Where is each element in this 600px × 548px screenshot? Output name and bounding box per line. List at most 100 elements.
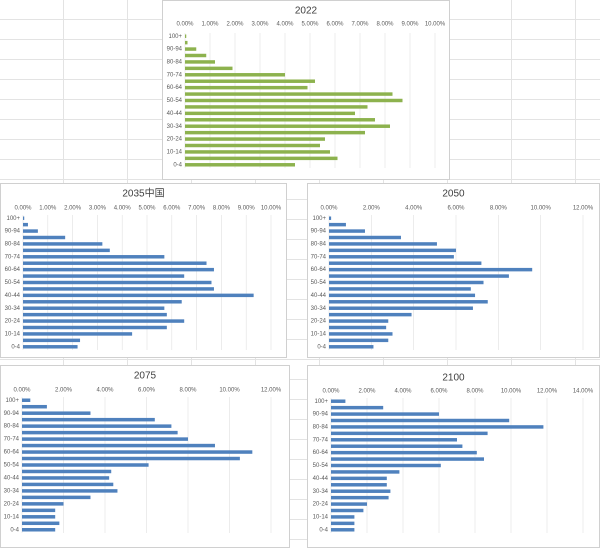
x-tick-label: 2.00%: [64, 206, 82, 212]
y-tick-label: 50-54: [167, 98, 183, 104]
chart-title: 2100: [442, 373, 465, 384]
x-tick-label: 10.00%: [501, 389, 522, 395]
x-tick-label: 8.00%: [490, 206, 508, 212]
bar: [329, 287, 471, 291]
x-tick-label: 2.00%: [55, 388, 73, 394]
chart-title: 2075: [134, 371, 157, 382]
bar: [23, 300, 182, 304]
bar: [331, 425, 544, 429]
bar: [329, 216, 332, 220]
y-tick-label: 90-94: [167, 47, 183, 53]
x-tick-label: 12.00%: [537, 389, 558, 395]
y-tick-label: 30-34: [4, 488, 20, 494]
y-tick-label: 30-34: [311, 306, 327, 312]
bar: [329, 319, 389, 323]
bar: [23, 255, 165, 259]
bar: [22, 456, 240, 461]
bar: [185, 163, 295, 167]
y-tick-label: 0-4: [319, 527, 328, 533]
y-tick-label: 100+: [314, 399, 328, 405]
bar: [23, 216, 25, 220]
x-tick-label: 8.00%: [179, 388, 197, 394]
bar: [22, 528, 56, 532]
x-tick-label: 0.00%: [176, 22, 194, 28]
bar: [22, 495, 91, 500]
bar: [331, 463, 441, 468]
bar: [22, 443, 215, 448]
bar: [331, 495, 389, 500]
bar: [185, 85, 308, 90]
x-tick-label: 1.00%: [39, 206, 57, 212]
x-tick-label: 2.00%: [363, 206, 381, 212]
y-tick-label: 50-54: [313, 463, 329, 469]
bar: [329, 255, 454, 259]
y-tick-label: 70-74: [5, 254, 21, 260]
bar: [22, 398, 31, 402]
bar: [331, 412, 439, 416]
y-tick-label: 20-24: [167, 137, 183, 143]
y-tick-label: 40-44: [167, 111, 183, 117]
y-tick-label: 50-54: [5, 280, 21, 286]
x-tick-label: 1.00%: [201, 22, 219, 28]
y-tick-label: 60-64: [313, 450, 329, 456]
chart-box: [307, 365, 600, 548]
bar: [23, 222, 28, 227]
bar: [185, 53, 207, 58]
bar: [22, 450, 253, 454]
x-tick-label: 6.00%: [138, 388, 156, 394]
bar: [185, 156, 338, 161]
y-tick-label: 80-84: [167, 60, 183, 66]
chart-title: 2022: [295, 6, 318, 17]
x-tick-label: 0.00%: [322, 389, 340, 395]
bar: [22, 515, 56, 519]
y-tick-label: 90-94: [4, 411, 20, 417]
bar: [331, 438, 457, 442]
x-tick-label: 6.00%: [447, 206, 465, 212]
bar: [22, 489, 118, 493]
y-tick-label: 80-84: [311, 242, 327, 248]
bar: [329, 338, 389, 343]
x-tick-label: 12.00%: [261, 388, 282, 394]
bar: [329, 345, 374, 349]
y-tick-label: 10-14: [167, 150, 183, 156]
x-tick-label: 6.00%: [163, 206, 181, 212]
y-tick-label: 30-34: [167, 124, 183, 130]
bar: [185, 34, 187, 38]
bar: [331, 528, 355, 532]
y-tick-label: 10-14: [5, 332, 21, 338]
bar: [22, 404, 47, 409]
y-tick-label: 10-14: [311, 332, 327, 338]
bar: [185, 111, 355, 116]
x-tick-label: 7.00%: [188, 206, 206, 212]
bar: [23, 287, 214, 291]
x-tick-label: 2.00%: [358, 389, 376, 395]
bar: [331, 457, 484, 461]
bar: [331, 515, 355, 519]
y-tick-label: 0-4: [317, 344, 326, 350]
bar: [329, 332, 393, 336]
x-tick-label: 7.00%: [351, 22, 369, 28]
bar: [331, 444, 463, 448]
x-tick-label: 4.00%: [114, 206, 132, 212]
bar: [23, 229, 38, 233]
y-tick-label: 40-44: [5, 293, 21, 299]
bar: [329, 312, 412, 317]
bar: [185, 143, 320, 148]
y-tick-label: 100+: [6, 216, 20, 222]
bar: [331, 431, 488, 436]
bar: [23, 280, 212, 285]
bar: [22, 417, 155, 422]
bar: [185, 105, 368, 109]
y-tick-label: 40-44: [311, 293, 327, 299]
bar: [23, 235, 66, 240]
x-tick-label: 4.00%: [276, 22, 294, 28]
bar: [23, 242, 103, 246]
bar: [329, 267, 533, 272]
y-tick-label: 80-84: [4, 424, 20, 430]
x-tick-label: 10.00%: [261, 206, 282, 212]
x-tick-label: 8.00%: [213, 206, 231, 212]
y-tick-label: 90-94: [313, 412, 329, 418]
x-tick-label: 12.00%: [573, 206, 594, 212]
